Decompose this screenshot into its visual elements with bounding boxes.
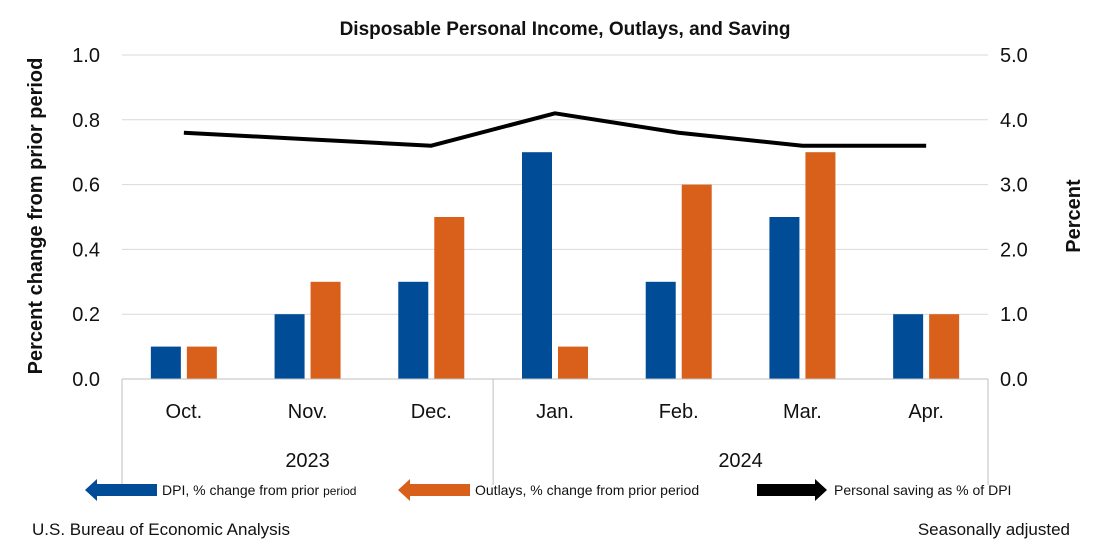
- x-tick-label: Dec.: [411, 401, 452, 423]
- x-tick-label: Jan.: [536, 401, 574, 423]
- legend-marker: [398, 479, 470, 501]
- outlays-bar: [805, 152, 836, 379]
- x-tick-label: Oct.: [166, 401, 203, 423]
- x-tick-label: Mar.: [783, 401, 822, 423]
- legend-label: DPI, % change from prior period: [162, 482, 356, 498]
- legend-marker: [757, 479, 827, 501]
- y2-tick-label: 0.0: [1000, 369, 1028, 391]
- outlays-bar: [310, 281, 341, 379]
- y2-tick-label: 2.0: [1000, 239, 1028, 261]
- seasonal-note: Seasonally adjusted: [917, 520, 1070, 539]
- source-note: U.S. Bureau of Economic Analysis: [32, 520, 290, 539]
- dpi-bar: [398, 281, 429, 379]
- dpi-bar: [769, 217, 800, 379]
- dpi-bar: [522, 152, 552, 379]
- y-tick-label: 0.8: [72, 110, 100, 132]
- dpi-bar: [274, 314, 305, 379]
- y-tick-label: 1.0: [72, 45, 100, 67]
- legend-label: Personal saving as % of DPI: [834, 482, 1011, 498]
- y-tick-label: 0.4: [72, 239, 100, 261]
- x-tick-label: Feb.: [659, 401, 699, 423]
- y-axis-label: Percent change from prior period: [25, 58, 47, 375]
- saving-rate-line: [183, 111, 927, 148]
- y-tick-label: 0.2: [72, 304, 100, 326]
- group-label: 2023: [285, 450, 330, 472]
- outlays-bar: [434, 217, 465, 379]
- y2-tick-label: 1.0: [1000, 304, 1028, 326]
- outlays-bar: [929, 314, 960, 379]
- x-tick-label: Nov.: [288, 401, 328, 423]
- dpi-bar: [150, 346, 181, 379]
- y2-axis-label: Percent: [1063, 179, 1085, 253]
- y-tick-label: 0.0: [72, 369, 100, 391]
- chart-title: Disposable Personal Income, Outlays, and…: [340, 19, 791, 40]
- outlays-bar: [681, 184, 712, 379]
- dpi-bar: [645, 281, 676, 379]
- x-tick-label: Apr.: [908, 401, 944, 423]
- group-label: 2024: [718, 450, 763, 472]
- legend-marker: [85, 479, 157, 501]
- dpi-bar: [893, 314, 924, 379]
- outlays-bar: [558, 346, 588, 379]
- y2-tick-label: 4.0: [1000, 110, 1028, 132]
- y2-tick-label: 5.0: [1000, 45, 1028, 67]
- outlays-bar: [186, 346, 217, 379]
- legend-label: Outlays, % change from prior period: [475, 482, 699, 498]
- y2-tick-label: 3.0: [1000, 175, 1028, 197]
- y-tick-label: 0.6: [72, 175, 100, 197]
